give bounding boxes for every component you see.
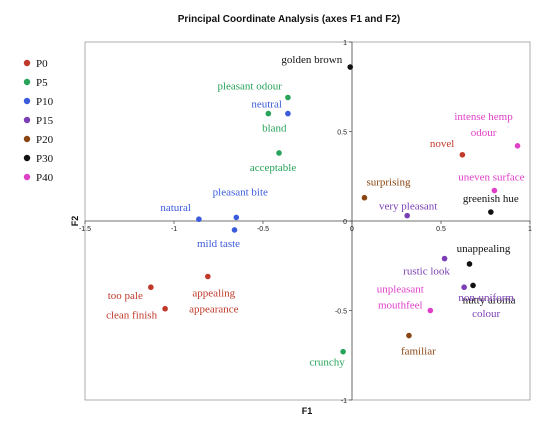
point-label: pleasant odour <box>217 80 282 92</box>
legend-label: P0 <box>36 58 48 70</box>
legend-marker <box>23 78 31 86</box>
data-point <box>361 194 368 201</box>
point-label: bland <box>262 123 287 135</box>
legend-marker <box>23 97 31 105</box>
point-label: nutty aroma <box>463 294 516 306</box>
y-axis-title: F2 <box>70 216 80 227</box>
point-label: natural <box>160 202 191 214</box>
data-point <box>406 332 412 339</box>
point-label-line: appealing <box>192 287 235 299</box>
legend-marker <box>23 59 31 67</box>
x-tick-label: 0.5 <box>436 226 446 233</box>
data-point <box>470 282 476 289</box>
point-label: uneven surface <box>458 172 524 184</box>
legend-label: P10 <box>36 96 54 108</box>
point-label-line: unpleasant <box>377 284 424 296</box>
legend-marker <box>23 173 31 181</box>
point-label-line: intense hemp <box>454 111 513 123</box>
point-label: greenish hue <box>463 193 519 205</box>
x-tick-label: -1.5 <box>79 226 91 233</box>
legend: P0 P5 P10 P15 P20 P30 P40 <box>23 58 54 184</box>
x-tick-label: 0 <box>350 226 354 233</box>
point-label: non-uniform colour <box>458 292 514 320</box>
legend-label: P20 <box>36 134 54 146</box>
data-point <box>427 307 434 314</box>
point-label-line: appearance <box>189 303 239 315</box>
data-point <box>459 151 466 158</box>
point-label-line: non-uniform <box>458 292 514 304</box>
point-label: mild taste <box>197 238 240 250</box>
data-point <box>488 209 494 215</box>
point-label: unpleasant mouthfeel <box>377 284 424 312</box>
y-tick-label: 0.5 <box>337 130 347 137</box>
point-label: rustic look <box>403 266 450 278</box>
data-point <box>466 261 473 267</box>
y-tick-label: -1 <box>341 398 347 405</box>
point-label: appealing appearance <box>189 287 239 315</box>
point-label: neutral <box>251 99 282 111</box>
data-point <box>205 273 211 280</box>
y-tick-label: -0.5 <box>335 309 347 316</box>
point-label-line: odour <box>471 127 497 139</box>
data-point <box>276 150 282 156</box>
x-tick-label: 1 <box>528 226 532 233</box>
y-tick-label: 0 <box>343 219 347 226</box>
labels-layer: golden brown pleasant odour neutral bland ac… <box>106 54 525 369</box>
chart-title: Principal Coordinate Analysis (axes F1 a… <box>178 14 400 25</box>
point-label: surprising <box>366 177 411 189</box>
point-label-line: colour <box>472 308 500 320</box>
x-axis-title: F1 <box>302 406 313 416</box>
legend-marker <box>23 116 31 124</box>
point-label: too pale <box>108 290 143 302</box>
point-label: novel <box>430 138 454 150</box>
point-label: clean finish <box>106 310 158 322</box>
data-point <box>196 216 202 223</box>
point-label: intense hemp odour <box>454 111 513 139</box>
point-label: unappealing <box>457 243 511 255</box>
point-label: very pleasant <box>379 201 437 213</box>
data-point <box>340 348 346 355</box>
legend-label: P30 <box>36 153 54 165</box>
data-point <box>265 110 272 117</box>
data-point <box>441 255 448 262</box>
data-point <box>162 305 168 312</box>
legend-marker <box>23 154 31 162</box>
legend-label: P15 <box>36 115 54 127</box>
x-tick-label: -1 <box>171 226 177 233</box>
point-label: pleasant bite <box>213 186 268 198</box>
axes-layer: -1.5 -1 -0.5 0 0.5 1 -1 -0.5 0 0.5 1 <box>79 40 532 405</box>
point-label: crunchy <box>309 357 345 369</box>
point-label: familiar <box>401 346 436 358</box>
data-point <box>285 94 291 101</box>
points-layer <box>148 64 521 355</box>
legend-label: P40 <box>36 172 54 184</box>
legend-marker <box>23 135 31 143</box>
data-point <box>347 64 354 70</box>
y-tick-label: 1 <box>343 40 347 47</box>
legend-label: P5 <box>36 77 48 89</box>
point-label-line: mouthfeel <box>378 300 423 312</box>
data-point <box>461 284 467 291</box>
data-point <box>514 143 521 149</box>
data-point <box>148 284 154 291</box>
data-point <box>285 110 291 117</box>
data-point <box>404 212 410 219</box>
data-point <box>491 187 498 194</box>
x-tick-label: -0.5 <box>257 226 269 233</box>
point-label: acceptable <box>250 162 297 174</box>
point-label: golden brown <box>281 54 342 66</box>
data-point <box>231 227 238 233</box>
data-point <box>233 214 240 221</box>
